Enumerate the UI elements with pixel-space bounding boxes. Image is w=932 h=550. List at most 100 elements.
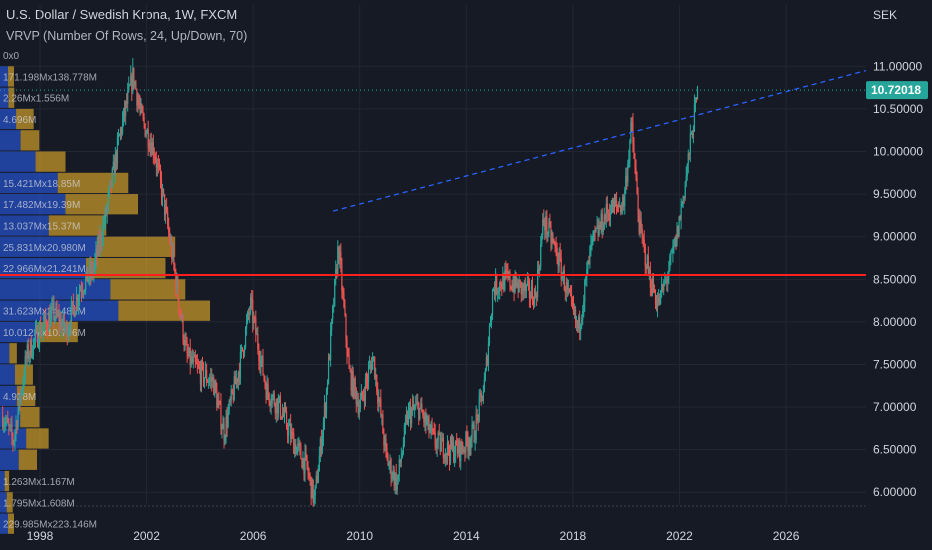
candle-down xyxy=(159,167,162,180)
candle-up xyxy=(415,404,417,408)
candle-up xyxy=(89,265,91,279)
candle-up xyxy=(228,400,230,412)
indicator-legend[interactable]: VRVP (Number Of Rows, 24, Up/Down, 70) xyxy=(6,29,248,43)
candle-up xyxy=(692,131,695,138)
candle-down xyxy=(362,396,365,398)
candle-down xyxy=(148,147,150,149)
candle-down xyxy=(496,275,498,294)
candle-up xyxy=(392,470,394,478)
candle-down xyxy=(679,216,681,220)
candle-down xyxy=(520,281,522,294)
candle-up xyxy=(233,376,235,400)
candle-up xyxy=(225,416,227,438)
candle-down xyxy=(517,282,519,293)
candle-down xyxy=(473,424,475,443)
candle-up xyxy=(3,424,5,428)
candle-down xyxy=(350,370,352,391)
candle-up xyxy=(18,394,20,411)
candle-up xyxy=(573,309,576,312)
candle-down xyxy=(308,474,310,476)
candle-up xyxy=(678,216,680,238)
candle-up xyxy=(583,301,585,311)
volume-profile-up-bar xyxy=(0,364,15,385)
candle-up xyxy=(521,284,523,294)
time-axis-tick: 2006 xyxy=(240,529,267,543)
candle-up xyxy=(610,200,613,214)
candle-up xyxy=(203,377,206,383)
candle-up xyxy=(533,290,536,308)
candle-down xyxy=(599,225,601,229)
candle-up xyxy=(85,276,87,290)
candle-down xyxy=(652,278,655,292)
candle-up xyxy=(598,225,600,236)
candle-down xyxy=(647,255,649,274)
candle-up xyxy=(672,246,674,253)
candle-down xyxy=(169,232,171,243)
candle-up xyxy=(651,278,654,295)
candle-down xyxy=(552,238,554,241)
candle-down xyxy=(338,246,340,261)
candle-up xyxy=(667,277,669,283)
candle-up xyxy=(358,408,360,414)
candle-down xyxy=(615,200,618,205)
time-axis-tick: 2002 xyxy=(133,529,160,543)
candle-down xyxy=(293,433,295,454)
volume-profile-label: 1.795Mx1.608M xyxy=(3,498,75,509)
candle-up xyxy=(388,464,390,466)
candle-up xyxy=(403,425,406,445)
candle-up xyxy=(59,318,61,326)
candle-down xyxy=(226,416,228,427)
candle-down xyxy=(316,475,318,483)
candle-up xyxy=(485,357,487,370)
candle-down xyxy=(428,416,430,433)
candle-up xyxy=(146,129,148,134)
candle-up xyxy=(237,372,239,382)
volume-profile-down-bar xyxy=(85,257,166,279)
candle-up xyxy=(15,422,17,433)
candle-up xyxy=(451,442,454,448)
time-axis-tick: 2026 xyxy=(773,529,800,543)
candle-up xyxy=(68,328,70,333)
candle-up xyxy=(593,230,595,234)
candle-down xyxy=(608,213,610,220)
candle-up xyxy=(414,407,416,409)
candle-up xyxy=(562,270,564,276)
volume-profile-up-bar xyxy=(0,385,17,407)
candle-down xyxy=(98,238,100,249)
candle-up xyxy=(149,142,151,149)
candle-up xyxy=(542,219,544,235)
candle-down xyxy=(264,378,266,386)
candle-down xyxy=(174,264,176,273)
candle-down xyxy=(2,415,4,428)
candle-up xyxy=(504,270,506,291)
candle-up xyxy=(591,237,593,244)
candle-down xyxy=(171,241,173,259)
candle-up xyxy=(119,128,122,135)
candle-up xyxy=(132,67,134,92)
candle-down xyxy=(194,355,196,362)
candle-up xyxy=(581,319,583,324)
candle-up xyxy=(84,289,86,293)
candle-down xyxy=(447,442,450,453)
candle-up xyxy=(118,134,121,137)
trendline[interactable] xyxy=(332,69,867,212)
candle-down xyxy=(183,340,185,346)
candle-down xyxy=(251,297,253,301)
candle-down xyxy=(72,301,74,307)
candle-down xyxy=(178,299,180,311)
candle-up xyxy=(378,398,380,403)
candle-up xyxy=(188,347,190,357)
candle-up xyxy=(212,377,214,382)
candle-up xyxy=(401,452,403,458)
candle-up xyxy=(5,421,7,425)
candle-down xyxy=(365,378,368,381)
candle-up xyxy=(247,312,249,322)
volume-profile-down-bar xyxy=(20,407,40,428)
candle-up xyxy=(331,319,333,330)
candle-down xyxy=(688,153,690,155)
candle-up xyxy=(74,311,77,317)
candle-down xyxy=(143,116,145,124)
candle-up xyxy=(239,351,242,378)
candle-down xyxy=(564,290,566,293)
